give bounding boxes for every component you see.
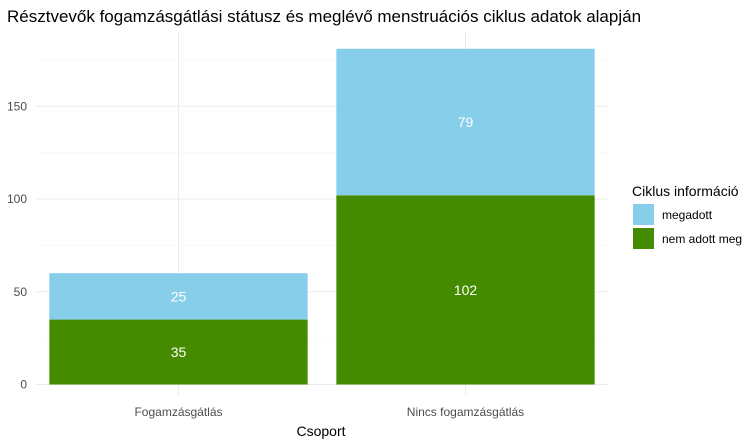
- legend-title: Ciklus információ: [632, 183, 739, 199]
- x-tick-label: Fogamzásgátlás: [134, 405, 222, 419]
- x-axis-title: Csoport: [296, 423, 345, 439]
- y-tick-label: 0: [20, 378, 27, 392]
- y-tick-label: 150: [7, 99, 27, 113]
- legend-label: megadott: [662, 208, 713, 222]
- legend-label: nem adott meg: [662, 232, 742, 246]
- bar-segment: [49, 319, 308, 385]
- bar-segment: [336, 195, 595, 385]
- bar-segment: [336, 48, 595, 196]
- bar-labels: 35 25 102 79: [171, 114, 478, 360]
- legend-key: [633, 228, 654, 249]
- chart-title: Résztvevők fogamzásgátlási státusz és me…: [7, 7, 641, 26]
- bar-segment: [49, 273, 308, 320]
- x-axis-ticks: Fogamzásgátlás Nincs fogamzásgátlás: [134, 405, 524, 419]
- bar-value-label: 35: [171, 344, 187, 360]
- bar-value-label: 79: [458, 114, 474, 130]
- legend: Ciklus információ megadott nem adott meg: [632, 183, 742, 249]
- x-tick-label: Nincs fogamzásgátlás: [407, 405, 524, 419]
- y-axis-ticks: 0 50 100 150: [7, 99, 27, 391]
- legend-key: [633, 204, 654, 225]
- bars: [49, 48, 595, 385]
- y-tick-label: 100: [7, 192, 27, 206]
- bar-value-label: 102: [454, 282, 478, 298]
- bar-value-label: 25: [171, 288, 187, 304]
- y-tick-label: 50: [14, 285, 28, 299]
